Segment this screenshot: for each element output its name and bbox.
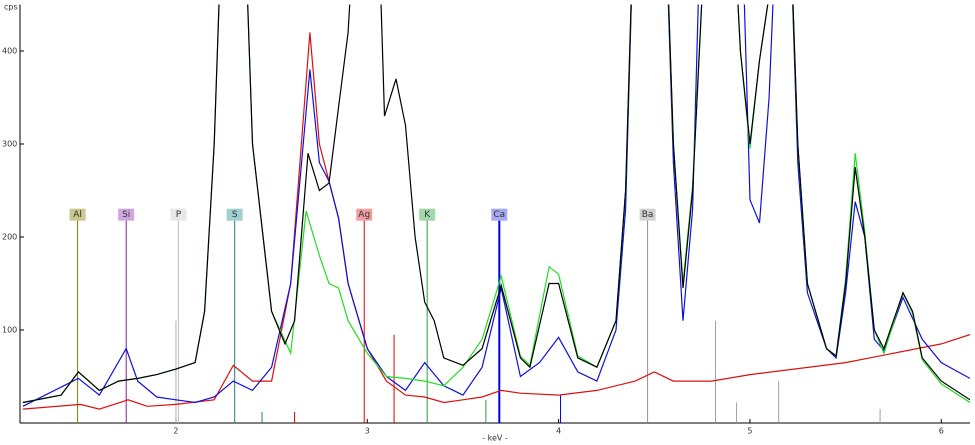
element-label: Ca [493, 210, 505, 220]
element-label-box [639, 208, 656, 221]
element-label-box [356, 208, 373, 221]
x-tick-label: 5 [747, 427, 752, 436]
element-label-box [170, 208, 187, 221]
y-tick-label: 200 [2, 233, 17, 242]
element-label: Si [122, 210, 130, 220]
x-axis-label: - keV - [482, 434, 508, 443]
element-label-box [226, 208, 243, 221]
spectrum-line [22, 4, 970, 404]
spectrum-line [22, 32, 970, 410]
element-label: Al [73, 210, 82, 220]
element-label: Ag [358, 210, 370, 220]
y-tick-label: 300 [2, 140, 17, 149]
element-label-box [491, 208, 508, 221]
x-tick-label: 2 [173, 427, 178, 436]
plot-area: Al Si P S Ag K Ca Ba [22, 4, 970, 423]
x-tick-label: 6 [939, 427, 944, 436]
x-tick-label: 4 [556, 427, 561, 436]
element-label-box [69, 208, 86, 221]
element-label-box [419, 208, 436, 221]
y-tick-label: 100 [2, 326, 17, 335]
element-label: P [176, 210, 182, 220]
element-label: S [232, 210, 238, 220]
x-tick-label: 3 [365, 427, 370, 436]
element-label: K [424, 210, 431, 220]
y-tick-label: 400 [2, 47, 17, 56]
element-label: Ba [642, 210, 654, 220]
spectrum-line [22, 4, 970, 407]
spectrum-line [22, 4, 970, 404]
y-axis-label: cps [4, 3, 18, 12]
element-label-box [118, 208, 135, 221]
